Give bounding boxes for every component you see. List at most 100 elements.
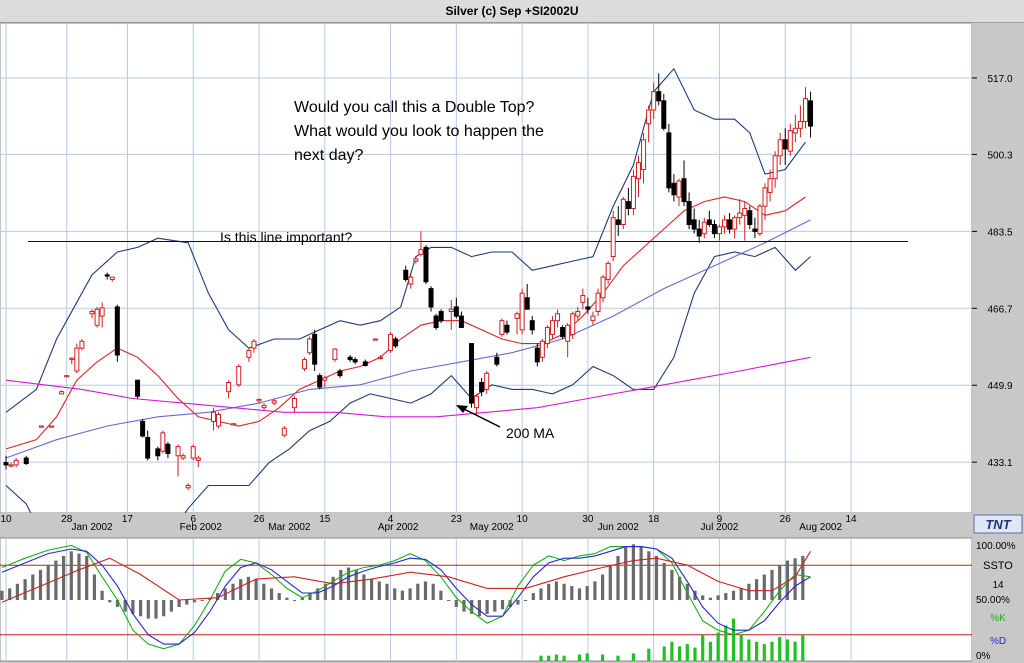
osc-tick-label: 50.00% bbox=[976, 595, 1010, 606]
histogram-bar bbox=[393, 588, 397, 600]
y-tick-label: 517.0 bbox=[987, 74, 1012, 85]
candle-body bbox=[49, 425, 55, 428]
candle bbox=[808, 91, 814, 138]
candle bbox=[646, 105, 652, 143]
histogram-bar bbox=[92, 574, 96, 600]
histogram-bar-green bbox=[801, 634, 805, 661]
candle bbox=[656, 73, 662, 106]
candle bbox=[403, 265, 409, 282]
candle-body bbox=[302, 359, 308, 370]
candle bbox=[519, 288, 525, 335]
candle bbox=[732, 215, 738, 239]
candle bbox=[651, 82, 657, 120]
candle bbox=[302, 357, 308, 372]
candle bbox=[767, 169, 773, 202]
histogram-bar bbox=[508, 600, 512, 607]
candle bbox=[388, 332, 394, 353]
candle bbox=[630, 169, 636, 216]
ma-arrow-shaft bbox=[461, 407, 501, 428]
candle-body bbox=[145, 436, 151, 459]
candle-body bbox=[195, 457, 201, 461]
candle-body bbox=[549, 320, 555, 335]
candle-body bbox=[565, 324, 571, 342]
candle-body bbox=[413, 258, 419, 262]
candle-body bbox=[165, 443, 171, 454]
candle bbox=[256, 398, 262, 404]
candle-body bbox=[747, 210, 753, 225]
candle-body bbox=[762, 187, 768, 207]
candle bbox=[555, 309, 561, 328]
candle bbox=[180, 453, 186, 461]
candle-body bbox=[555, 313, 561, 322]
x-tick-label: 17 bbox=[122, 514, 134, 525]
candle bbox=[494, 352, 500, 367]
candle bbox=[802, 87, 808, 129]
y-tick-label: 483.5 bbox=[987, 227, 1012, 238]
histogram-bar bbox=[447, 600, 451, 601]
candle-body bbox=[155, 448, 161, 457]
histogram-bar-green bbox=[731, 618, 736, 661]
candle bbox=[372, 338, 378, 341]
histogram-bar bbox=[300, 597, 304, 600]
histogram-bar bbox=[131, 600, 135, 614]
candle-body bbox=[560, 327, 566, 338]
histogram-bar bbox=[77, 553, 81, 600]
histogram-bar bbox=[262, 583, 266, 600]
candle-body bbox=[322, 377, 328, 381]
candle-body bbox=[347, 356, 353, 361]
candle bbox=[49, 425, 55, 428]
price-overlays bbox=[5, 67, 811, 513]
x-tick-label: Jan 2002 bbox=[71, 522, 113, 533]
histogram-bar bbox=[539, 588, 543, 600]
histogram-bar bbox=[423, 581, 428, 600]
histogram-bar bbox=[8, 588, 12, 600]
candle-body bbox=[737, 212, 743, 219]
candle bbox=[74, 343, 80, 374]
candle bbox=[195, 455, 201, 468]
candle-body bbox=[438, 311, 444, 322]
histogram-bar-green bbox=[631, 653, 635, 661]
candle bbox=[772, 151, 778, 188]
candle-body bbox=[307, 338, 313, 354]
candle bbox=[549, 316, 555, 339]
x-tick-label: 30 bbox=[582, 514, 594, 525]
candle-body bbox=[777, 139, 783, 157]
candle-body bbox=[722, 219, 728, 228]
y-tick-label: 466.7 bbox=[987, 304, 1012, 315]
histogram-bar bbox=[454, 600, 458, 607]
candle-body bbox=[671, 182, 677, 196]
candle-body bbox=[291, 398, 297, 409]
candle bbox=[216, 412, 222, 429]
candle bbox=[534, 343, 540, 367]
histogram-bar bbox=[285, 597, 289, 600]
histogram-bar-green bbox=[770, 641, 774, 661]
histogram-bar bbox=[354, 569, 358, 600]
candle-body bbox=[802, 98, 808, 122]
histogram-bar bbox=[662, 562, 666, 600]
histogram-bar bbox=[254, 579, 258, 600]
y-tick-label: 449.9 bbox=[987, 381, 1012, 392]
histogram-bar bbox=[370, 579, 374, 600]
candle bbox=[23, 455, 29, 465]
histogram-bar bbox=[485, 600, 489, 614]
candle bbox=[752, 217, 758, 239]
candle-body bbox=[580, 294, 586, 303]
histogram-bar-green bbox=[755, 641, 759, 661]
x-tick-label: 15 bbox=[319, 514, 331, 525]
candle-body bbox=[74, 347, 80, 372]
candle-body bbox=[686, 201, 692, 225]
histogram-bar-green bbox=[716, 632, 720, 661]
histogram-bar bbox=[169, 600, 173, 612]
candle-body bbox=[808, 100, 814, 127]
histogram-bar bbox=[570, 586, 574, 600]
oscillator-axis bbox=[972, 538, 1024, 663]
candle bbox=[539, 338, 545, 362]
candle bbox=[711, 219, 717, 239]
histogram-bar bbox=[408, 588, 412, 600]
candle-body bbox=[408, 276, 414, 285]
logo-text: TNT bbox=[985, 517, 1011, 532]
candle bbox=[716, 224, 722, 241]
candle bbox=[362, 359, 368, 367]
histogram-bar bbox=[269, 588, 274, 600]
histogram-bar bbox=[785, 560, 789, 600]
